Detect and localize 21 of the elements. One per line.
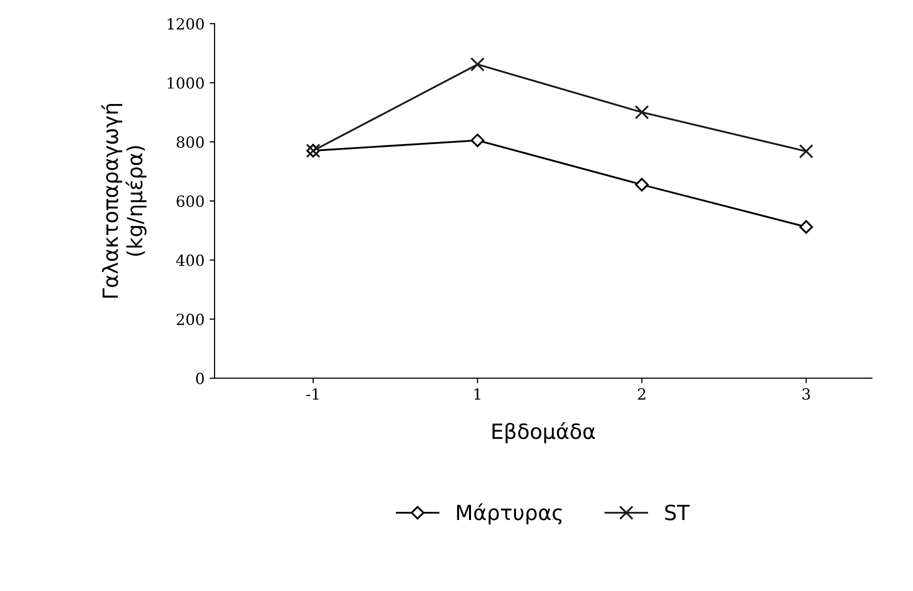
legend-label: Μάρτυρας (457, 503, 562, 524)
y-tick-label: 1000 (168, 77, 204, 89)
point (470, 57, 485, 72)
y-tick-label: 800 (176, 136, 204, 148)
y-tick-label: 200 (176, 314, 204, 326)
x-axis-title: Εβδομάδα (492, 422, 595, 444)
x-tick-label: -1 (306, 388, 318, 400)
y-tick-label: 400 (176, 254, 204, 266)
legend-label: ST (665, 504, 690, 520)
x-tick-label: 1 (474, 388, 480, 400)
point (635, 178, 649, 192)
point (470, 134, 484, 148)
y-tick-label: 0 (196, 372, 204, 384)
y-tick-label: 600 (176, 195, 204, 207)
point (634, 105, 649, 120)
point (799, 220, 813, 234)
y-axis-title: Γαλακτοπαραγωγή (kg/ημέρα) (101, 104, 147, 298)
x-tick-label: 2 (638, 388, 646, 400)
y-tick-label: 1200 (168, 18, 204, 30)
point (799, 144, 814, 158)
x-tick-label: 3 (802, 388, 810, 400)
